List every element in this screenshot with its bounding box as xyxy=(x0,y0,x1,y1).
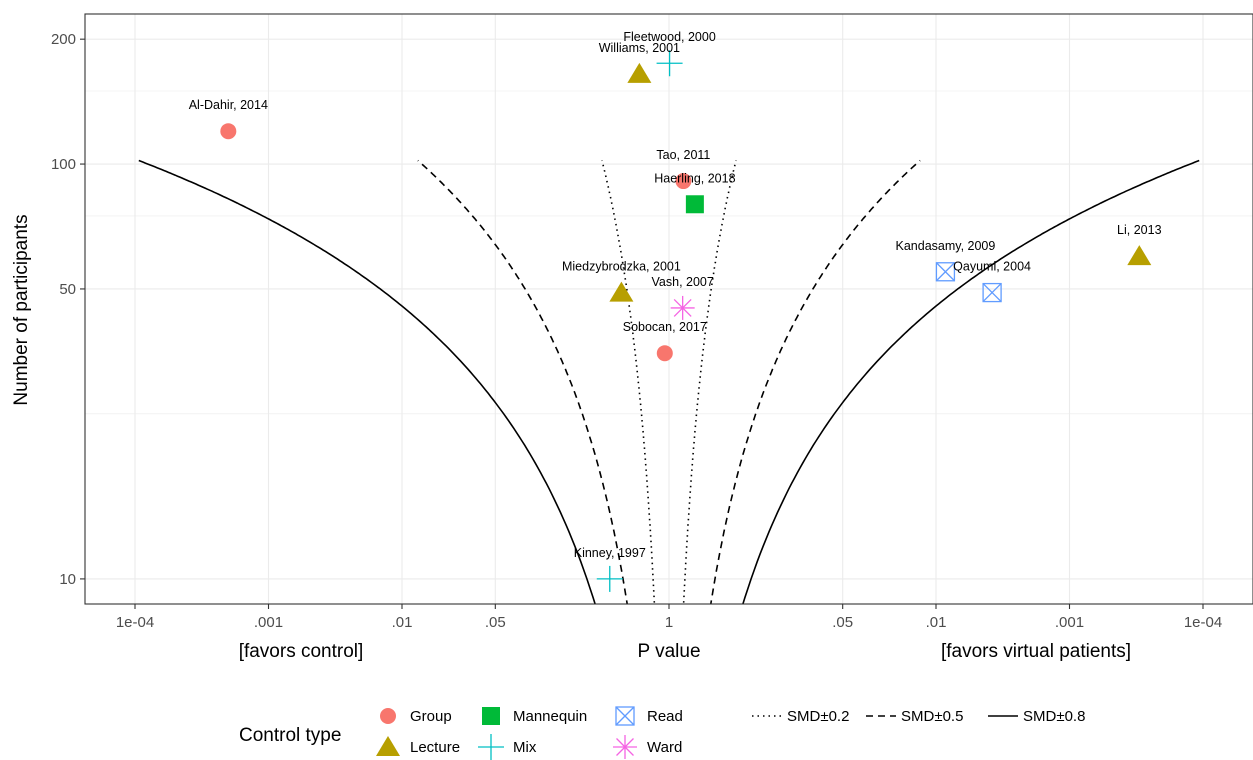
data-point-10 xyxy=(935,262,956,282)
y-axis-title: Number of participants xyxy=(11,214,32,405)
x-tick-label: 1e-04 xyxy=(1184,614,1222,631)
x-tick-label: .001 xyxy=(254,614,283,631)
y-tick-label: 200 xyxy=(51,31,76,48)
point-label-5: Haerling, 2018 xyxy=(654,171,735,185)
data-point-2 xyxy=(656,50,683,77)
point-label-9: Kinney, 1997 xyxy=(574,546,646,560)
legend-key-mix xyxy=(478,734,504,760)
y-tick-label: 100 xyxy=(51,156,76,173)
data-points xyxy=(220,50,1152,592)
legend-label-group: Group xyxy=(410,708,452,725)
x-tick-label: .05 xyxy=(485,614,506,631)
x-tick-label: 1 xyxy=(665,614,673,631)
legend-label-mannequin: Mannequin xyxy=(513,708,587,725)
point-label-12: Li, 2013 xyxy=(1117,223,1162,237)
legend-label-read: Read xyxy=(647,708,683,725)
data-point-8 xyxy=(656,345,673,362)
y-tick-label: 10 xyxy=(59,571,76,588)
legend-key-group xyxy=(380,708,396,724)
legend-label-dotted: SMD±0.2 xyxy=(787,708,849,725)
contour-dashed-left xyxy=(417,159,629,604)
x-axis-ticks: 1e-04 .001 .01 .05 1 .05 .01 .001 1e-04 xyxy=(116,604,1222,631)
contour-dashed-right xyxy=(709,159,921,604)
legend-label-ward: Ward xyxy=(647,739,682,756)
legend-label-lecture: Lecture xyxy=(410,739,460,756)
legend-label-dashed: SMD±0.5 xyxy=(901,708,963,725)
legend-key-ward xyxy=(613,735,637,759)
point-label-2: Fleetwood, 2000 xyxy=(623,30,715,44)
legend: Control type Group Lecture Mannequin Mix Rea… xyxy=(239,706,1085,760)
x-tick-label: .001 xyxy=(1055,614,1084,631)
legend-title: Control type xyxy=(239,725,341,746)
data-point-12 xyxy=(1127,245,1152,266)
legend-key-read xyxy=(615,706,635,726)
legend-key-lecture xyxy=(376,736,400,756)
point-label-6: Miedzybrodzka, 2001 xyxy=(562,260,681,274)
point-label-7: Vash, 2007 xyxy=(652,275,714,289)
contour-solid-right xyxy=(742,159,1200,604)
point-label-4: Tao, 2011 xyxy=(656,148,710,162)
x-tick-label: 1e-04 xyxy=(116,614,154,631)
point-label-10: Kandasamy, 2009 xyxy=(896,239,996,253)
point-label-1: Al-Dahir, 2014 xyxy=(189,98,268,112)
x-axis-title: P value xyxy=(637,641,700,662)
legend-label-mix: Mix xyxy=(513,739,537,756)
data-point-1 xyxy=(220,123,237,140)
y-axis-ticks: 10 50 100 200 xyxy=(51,31,85,588)
legend-label-solid: SMD±0.8 xyxy=(1023,708,1085,725)
contour-lines xyxy=(138,159,1200,604)
x-tick-label: .01 xyxy=(392,614,413,631)
contour-solid-left xyxy=(138,159,596,604)
point-label-3: Williams, 2001 xyxy=(599,41,680,55)
data-point-11 xyxy=(982,282,1002,303)
y-tick-label: 50 xyxy=(59,281,76,298)
gridlines xyxy=(85,14,1253,604)
x-axis-right-label: [favors virtual patients] xyxy=(941,641,1131,662)
data-point-6 xyxy=(609,281,634,302)
data-point-5 xyxy=(685,195,704,214)
data-point-7 xyxy=(670,295,695,320)
x-tick-label: .05 xyxy=(832,614,853,631)
point-label-8: Sobocan, 2017 xyxy=(623,320,707,334)
point-label-11: Qayumi, 2004 xyxy=(953,260,1031,274)
legend-key-mannequin xyxy=(482,707,500,725)
data-point-3 xyxy=(627,62,652,83)
data-point-9 xyxy=(596,565,623,592)
data-point-4 xyxy=(675,173,692,190)
x-tick-label: .01 xyxy=(926,614,947,631)
x-axis-left-label: [favors control] xyxy=(239,641,364,662)
